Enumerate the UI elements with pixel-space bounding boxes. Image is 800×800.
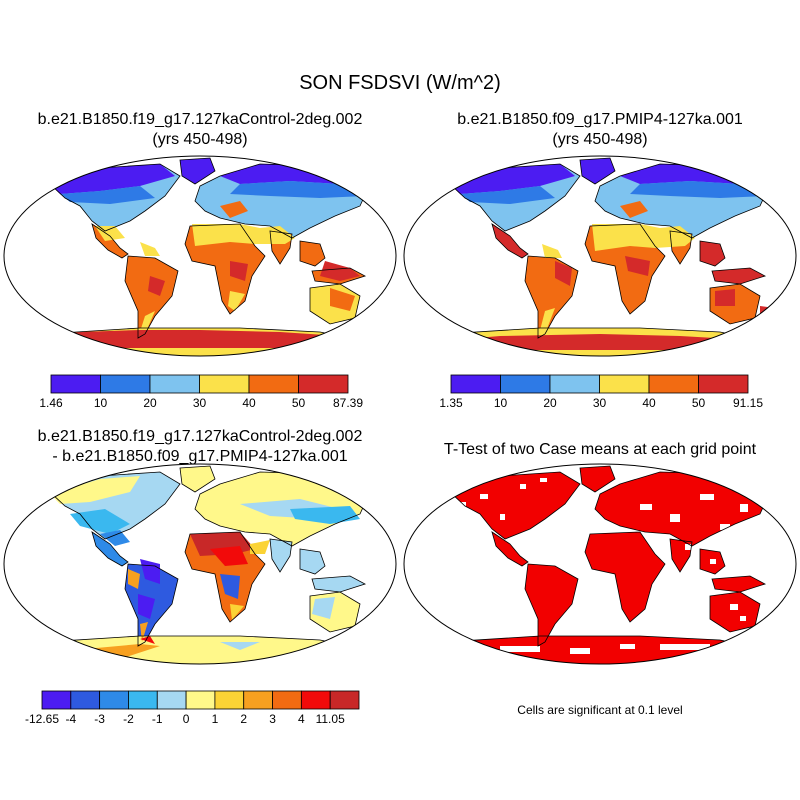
colorbar-control [50, 374, 349, 394]
colorbar-pmip4-swatch [698, 374, 749, 394]
colorbar-pmip4-swatch [500, 374, 551, 394]
map-panel-ttest [403, 463, 797, 665]
colorbar-pmip4-label: 30 [592, 396, 607, 410]
colorbar-diff-swatch [185, 690, 216, 710]
colorbar-control-swatch [199, 374, 250, 394]
colorbar-pmip4-label: 91.15 [732, 396, 764, 410]
colorbar-diff-swatch [300, 690, 331, 710]
colorbar-control-label: 87.39 [332, 396, 364, 410]
colorbar-pmip4-labels: 1.35 10 20 30 40 50 91.15 [0, 396, 800, 412]
panel-title-ttest-line1: T-Test of two Case means at each grid po… [443, 441, 757, 458]
colorbar-control-label: 30 [192, 396, 207, 410]
panel-title-control-line2: (yrs 450-498) [152, 131, 248, 148]
colorbar-diff-label: 1 [211, 712, 219, 726]
colorbar-pmip4-swatch [450, 374, 501, 394]
map-border-ttest [403, 463, 797, 665]
panel-title-pmip4-line2: (yrs 450-498) [552, 131, 648, 148]
colorbar-diff-label: -4 [65, 712, 77, 726]
ttest-note: Cells are significant at 0.1 level [517, 703, 683, 717]
colorbar-control-label: 10 [93, 396, 108, 410]
colorbar-diff-label: -12.65 [24, 712, 60, 726]
colorbar-diff-label: 2 [240, 712, 248, 726]
colorbar-control-label: 50 [291, 396, 306, 410]
colorbar-control-swatch [149, 374, 200, 394]
map-panel-control [3, 155, 397, 357]
panel-title-diff-line2: - b.e21.B1850.f09_g17.PMIP4-127ka.001 [52, 448, 348, 465]
map-border-pmip4 [403, 155, 797, 357]
colorbar-diff-swatch [243, 690, 273, 710]
colorbar-pmip4-swatch [549, 374, 600, 394]
colorbar-control-swatch [100, 374, 151, 394]
colorbar-diff-label: -3 [94, 712, 105, 726]
colorbar-diff [41, 690, 360, 710]
colorbar-diff-swatch [214, 690, 245, 710]
panel-title-ttest: T-Test of two Case means at each grid po… [400, 440, 800, 460]
panel-title-diff: b.e21.B1850.f19_g17.127kaControl-2deg.00… [0, 427, 400, 467]
panel-title-pmip4: b.e21.B1850.f09_g17.PMIP4-127ka.001 (yrs… [400, 110, 800, 150]
colorbar-diff-swatch [128, 690, 158, 710]
colorbar-diff-label: 11.05 [315, 712, 345, 726]
colorbar-pmip4-label: 40 [642, 396, 656, 410]
colorbar-control-labels: 1.46 10 20 30 40 50 87.39 [0, 396, 400, 412]
colorbar-diff-label: 0 [182, 712, 190, 726]
colorbar-control-swatch [248, 374, 299, 394]
colorbar-control-swatch [298, 374, 349, 394]
panel-title-diff-line1: b.e21.B1850.f19_g17.127kaControl-2deg.00… [37, 428, 363, 445]
colorbar-diff-swatch [99, 690, 129, 710]
colorbar-diff-label: -2 [123, 712, 134, 726]
colorbar-diff-swatch [70, 690, 101, 710]
colorbar-control-label: 40 [242, 396, 256, 410]
colorbar-pmip4-swatch [599, 374, 650, 394]
colorbar-diff-labels: -12.65 -4 -3 -2 -1 0 1 2 3 4 11.05 [0, 712, 400, 728]
panel-title-control: b.e21.B1850.f19_g17.127kaControl-2deg.00… [0, 110, 400, 150]
map-panel-diff [3, 463, 397, 665]
colorbar-diff-swatch [41, 690, 72, 710]
colorbar-control-label: 20 [143, 396, 157, 410]
colorbar-diff-swatch [272, 690, 302, 710]
map-border-diff [3, 463, 397, 665]
colorbar-diff-label: -1 [151, 712, 163, 726]
colorbar-control-label: 1.46 [39, 396, 63, 410]
colorbar-diff-label: 3 [269, 712, 276, 726]
colorbar-pmip4-swatch [648, 374, 699, 394]
colorbar-pmip4-label: 50 [691, 396, 706, 410]
colorbar-pmip4-label: 20 [543, 396, 557, 410]
colorbar-pmip4-label: 10 [493, 396, 508, 410]
colorbar-diff-swatch [329, 690, 360, 710]
map-panel-pmip4 [403, 155, 797, 357]
panel-title-control-line1: b.e21.B1850.f19_g17.127kaControl-2deg.00… [37, 111, 363, 128]
colorbar-pmip4-label: 1.35 [439, 396, 463, 410]
colorbar-diff-label: 4 [298, 712, 305, 726]
colorbar-control-swatch [50, 374, 101, 394]
map-border-control [3, 155, 397, 357]
figure-title: SON FSDSVI (W/m^2) [299, 72, 501, 94]
panel-title-pmip4-line1: b.e21.B1850.f09_g17.PMIP4-127ka.001 [457, 111, 743, 128]
colorbar-pmip4 [450, 374, 749, 394]
colorbar-diff-swatch [156, 690, 187, 710]
